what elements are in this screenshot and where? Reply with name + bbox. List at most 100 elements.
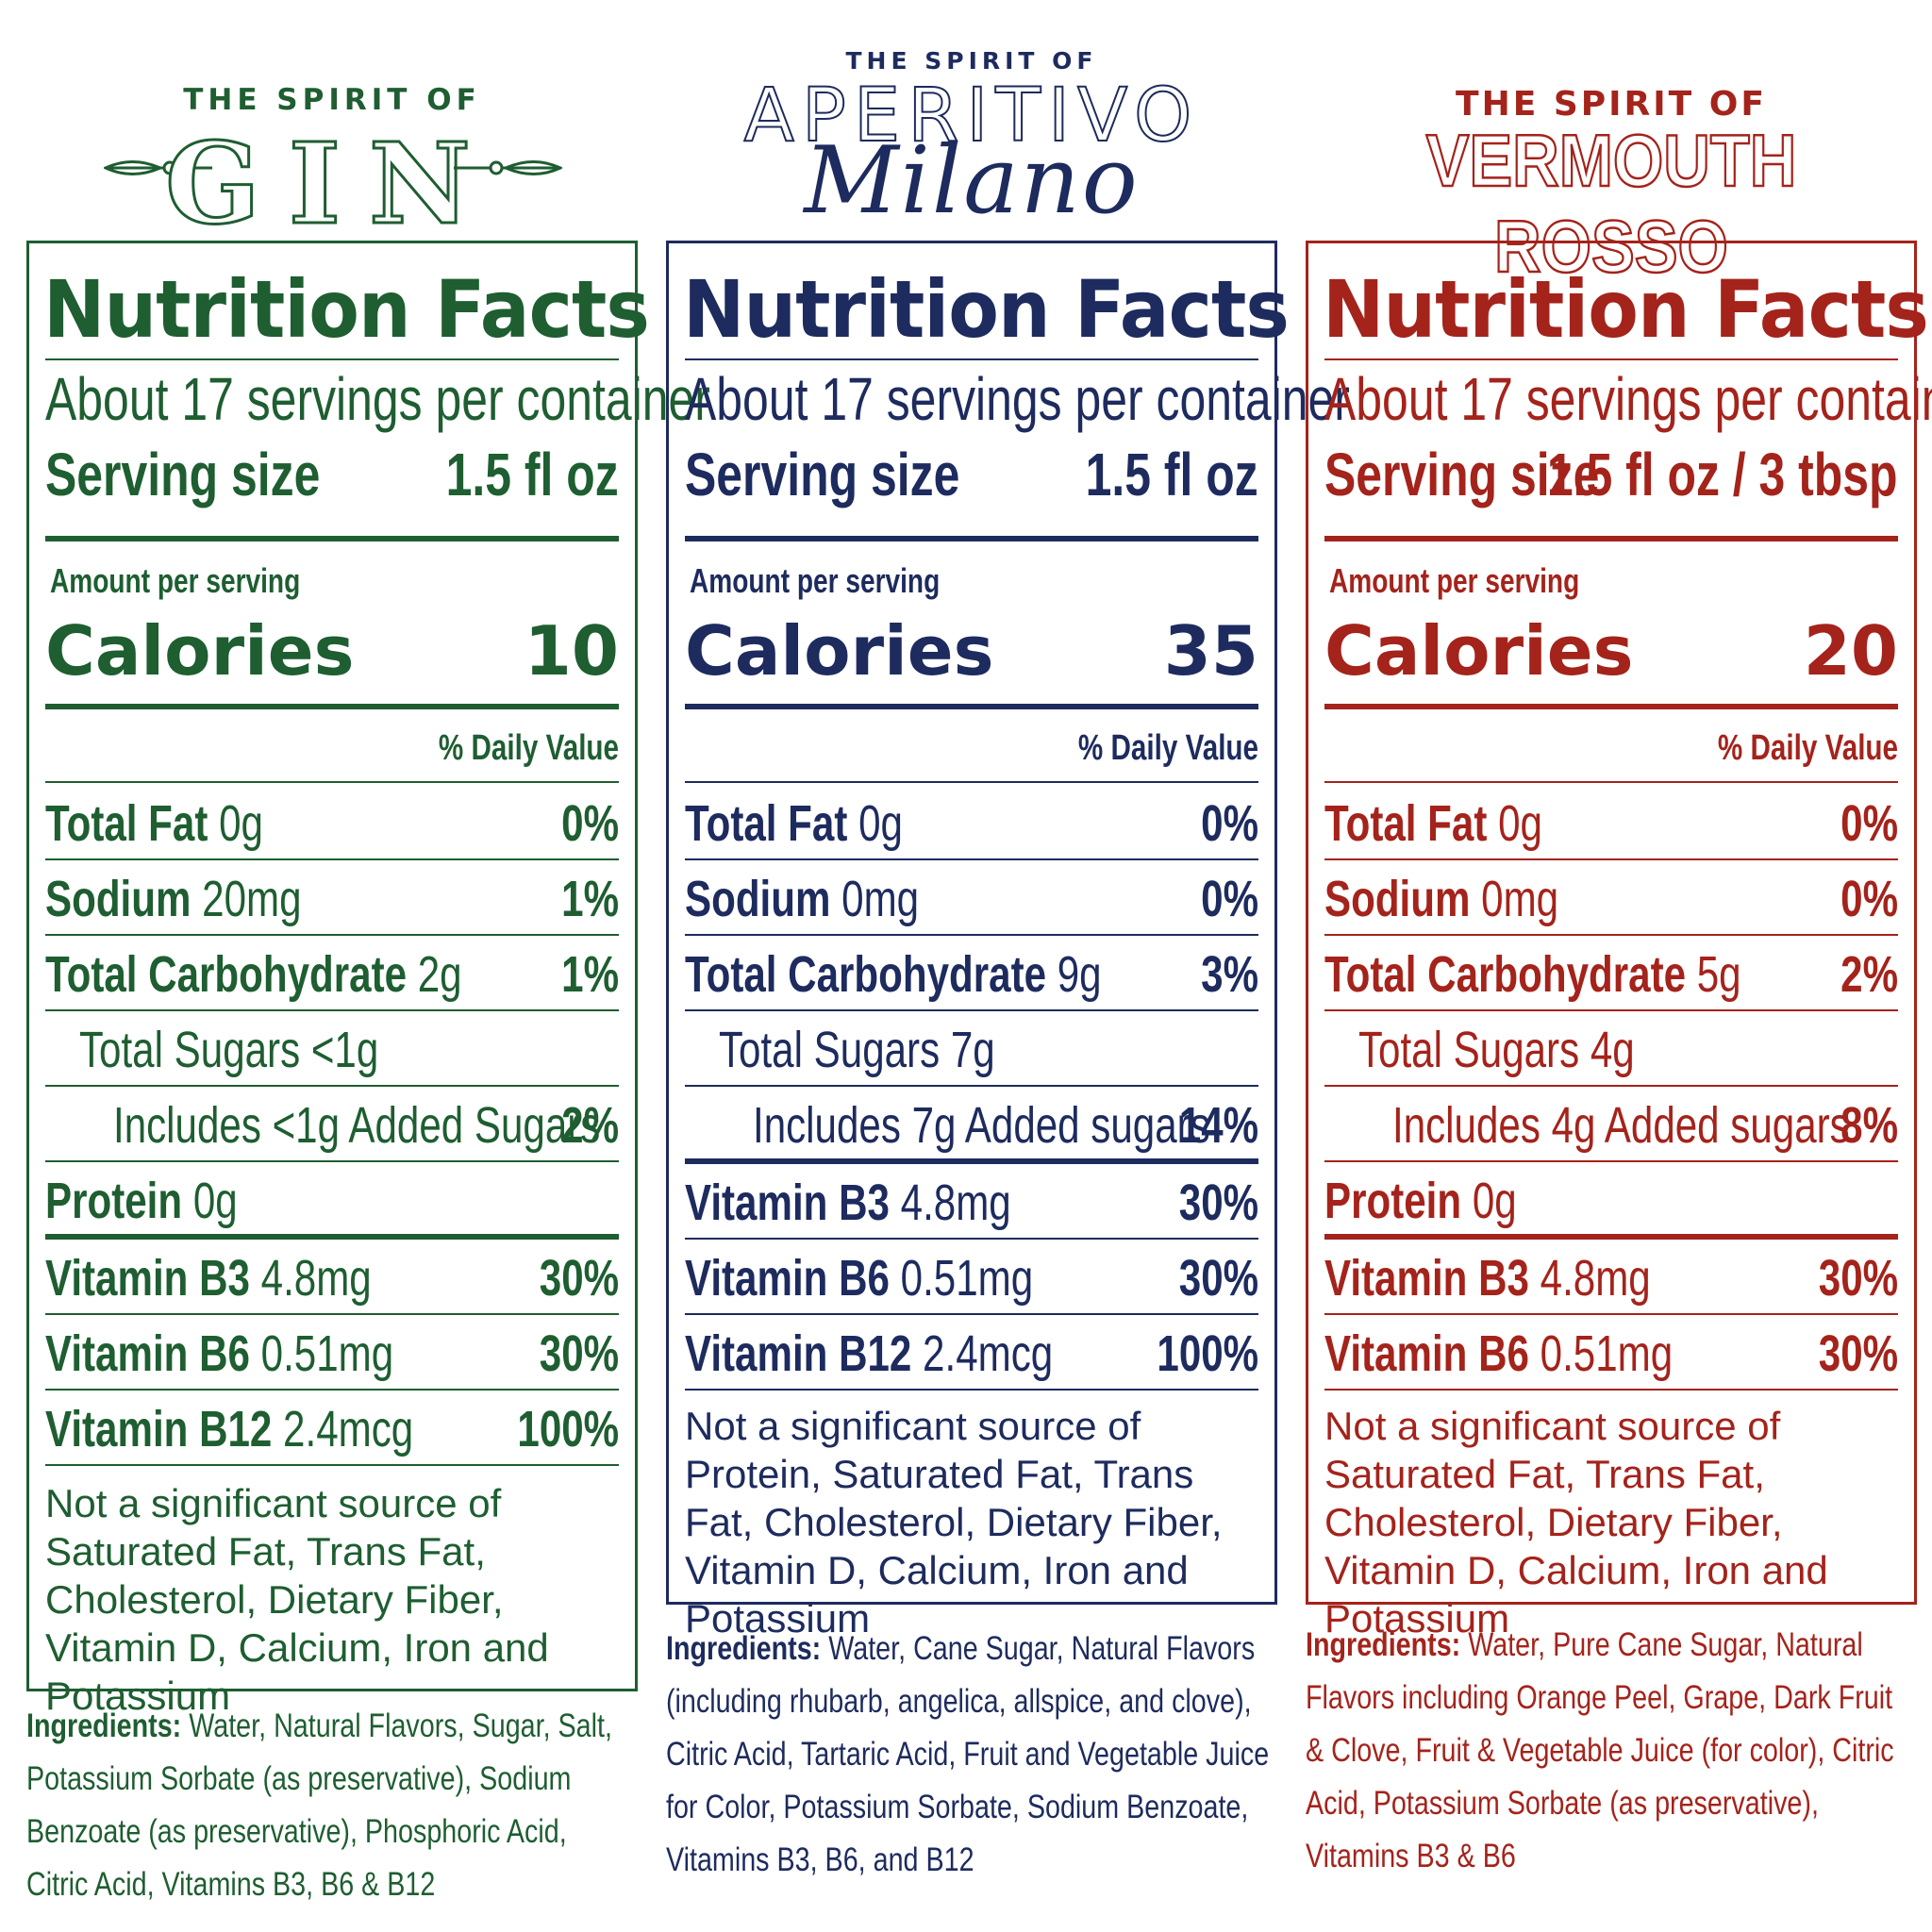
- nutrient-amount: 0.51mg: [1540, 1325, 1674, 1382]
- nutrient-name: Sodium: [1324, 871, 1471, 927]
- nutrient-amount: Total Sugars 4g: [1358, 1022, 1635, 1078]
- nutrient-row-sub: Total Sugars <1g: [45, 1009, 619, 1085]
- serving-size-label: Serving size: [685, 441, 960, 508]
- nutrient-amount: Includes 4g Added sugars: [1392, 1097, 1850, 1154]
- vermouth-column: THE SPIRIT OF VERMOUTH ROSSO Nutrition F…: [1306, 0, 1932, 1932]
- nutrient-daily-value: 100%: [1157, 1325, 1258, 1382]
- nutrient-name: Vitamin B3: [45, 1250, 250, 1307]
- divider: [45, 1234, 619, 1240]
- not-significant-note: Not a significant source of Saturated Fa…: [45, 1481, 549, 1718]
- divider: [685, 536, 1258, 541]
- nutrient-daily-value: 0%: [1840, 795, 1898, 852]
- divider: [1324, 934, 1898, 936]
- divider: [45, 1313, 619, 1315]
- nutrient-row: Vitamin B3 4.8mg 30%: [1324, 1238, 1898, 1313]
- not-significant-note: Not a significant source of Saturated Fa…: [1324, 1404, 1828, 1641]
- daily-value-header: % Daily Value: [438, 728, 619, 768]
- divider: [685, 781, 1258, 783]
- nutrient-name: Protein: [45, 1173, 183, 1229]
- divider: [1324, 781, 1898, 783]
- nutrient-name: Vitamin B3: [685, 1174, 890, 1231]
- nutrient-row: Total Carbohydrate 9g 3%: [685, 934, 1258, 1009]
- amount-per-serving: Amount per serving: [50, 561, 301, 600]
- aperitivo-column: THE SPIRIT OF APERITIVO Milano Nutrition…: [666, 0, 1350, 1932]
- gin-column: THE SPIRIT OF GIN Nutrition Facts About …: [26, 0, 710, 1932]
- nutrition-facts-title: Nutrition Facts: [683, 263, 1290, 356]
- ingredients-text: Water, Natural Flavors, Sugar, Salt, Pot…: [26, 1707, 612, 1903]
- calories-value: 10: [524, 611, 619, 691]
- divider: [45, 1464, 619, 1466]
- nutrient-amount: Total Sugars <1g: [79, 1022, 379, 1078]
- nutrient-name: Total Carbohydrate: [685, 946, 1047, 1003]
- divider: [45, 781, 619, 783]
- nutrient-amount: 0.51mg: [260, 1325, 394, 1382]
- nutrient-daily-value: 0%: [1840, 871, 1898, 927]
- ingredients-label: Ingredients:: [1306, 1626, 1461, 1663]
- gin-nutrition-panel: Nutrition Facts About 17 servings per co…: [26, 241, 710, 1718]
- servings-per-container: About 17 servings per container: [685, 365, 1350, 433]
- nutrient-row-sub: Includes 4g Added sugars 8%: [1324, 1085, 1898, 1160]
- nutrient-amount: 0.51mg: [900, 1250, 1034, 1307]
- nutrient-daily-value: 14%: [1178, 1097, 1258, 1154]
- aperitivo-ingredients: Ingredients: Water, Cane Sugar, Natural …: [666, 1623, 1270, 1887]
- divider: [685, 1389, 1258, 1391]
- nutrient-row: Sodium 0mg 0%: [1324, 858, 1898, 934]
- nutrient-amount: 2g: [417, 946, 462, 1003]
- nutrient-row: Sodium 0mg 0%: [685, 858, 1258, 934]
- nutrient-daily-value: 100%: [517, 1401, 619, 1457]
- divider: [45, 358, 619, 360]
- nutrient-daily-value: 2%: [561, 1097, 619, 1154]
- nutrient-daily-value: 30%: [1178, 1250, 1258, 1307]
- nutrient-amount: 0g: [219, 795, 263, 852]
- divider: [685, 934, 1258, 936]
- nutrient-daily-value: 0%: [561, 795, 619, 852]
- nutrient-row: Vitamin B3 4.8mg 30%: [685, 1162, 1258, 1238]
- vermouth-brand-top: THE SPIRIT OF: [1456, 85, 1767, 124]
- nutrient-amount: 2.4mcg: [283, 1401, 414, 1457]
- divider: [45, 1085, 619, 1087]
- calories-label: Calories: [1324, 611, 1634, 691]
- aperitivo-brand-top: THE SPIRIT OF: [845, 47, 1098, 75]
- divider: [1324, 1160, 1898, 1162]
- divider: [1324, 1389, 1898, 1391]
- nutrient-row: Vitamin B6 0.51mg 30%: [1324, 1313, 1898, 1389]
- aperitivo-brand-script: Milano: [804, 127, 1140, 235]
- nutrient-amount: 4.8mg: [900, 1174, 1011, 1231]
- nutrient-row: Vitamin B12 2.4mcg 100%: [685, 1313, 1258, 1389]
- gin-brand-top: THE SPIRIT OF: [183, 83, 481, 117]
- nutrient-name: Sodium: [45, 871, 192, 927]
- divider: [1324, 858, 1898, 860]
- vermouth-nutrition-panel: Nutrition Facts About 17 servings per co…: [1306, 241, 1932, 1641]
- serving-size-value: 1.5 fl oz: [445, 441, 619, 508]
- serving-size-label: Serving size: [45, 441, 321, 508]
- nutrient-daily-value: 1%: [561, 946, 619, 1003]
- aperitivo-brand-name: APERITIVO: [743, 73, 1200, 159]
- nutrient-daily-value: 0%: [1201, 871, 1258, 927]
- nutrient-name: Vitamin B6: [685, 1250, 890, 1307]
- divider: [1324, 1085, 1898, 1087]
- calories-value: 35: [1163, 611, 1258, 691]
- nutrient-name: Total Fat: [1324, 795, 1488, 852]
- vermouth-brand-logo: THE SPIRIT OF VERMOUTH ROSSO: [1306, 0, 1917, 289]
- divider: [685, 1009, 1258, 1011]
- nutrient-amount: 4.8mg: [1540, 1250, 1651, 1307]
- ingredients-label: Ingredients:: [26, 1707, 182, 1744]
- nutrition-facts-title: Nutrition Facts: [43, 263, 650, 356]
- nutrient-row: Total Fat 0g 0%: [45, 783, 619, 858]
- nutrient-name: Vitamin B6: [45, 1325, 250, 1382]
- nutrient-name: Total Fat: [45, 795, 208, 852]
- nutrient-daily-value: 30%: [539, 1325, 619, 1382]
- nutrient-amount: 4.8mg: [260, 1250, 372, 1307]
- nutrient-amount: 0g: [858, 795, 903, 852]
- gin-ingredients: Ingredients: Water, Natural Flavors, Sug…: [26, 1700, 630, 1911]
- aperitivo-brand-logo: THE SPIRIT OF APERITIVO Milano: [666, 0, 1277, 236]
- nutrient-row: Total Carbohydrate 2g 1%: [45, 934, 619, 1009]
- aperitivo-nutrition-panel: Nutrition Facts About 17 servings per co…: [666, 241, 1350, 1641]
- left-leaf-ornament-icon: [104, 160, 212, 175]
- amount-per-serving: Amount per serving: [690, 561, 941, 600]
- divider: [685, 358, 1258, 360]
- serving-size-value: 1.5 fl oz: [1085, 441, 1258, 508]
- divider: [45, 858, 619, 860]
- vermouth-ingredients: Ingredients: Water, Pure Cane Sugar, Nat…: [1306, 1619, 1909, 1883]
- divider: [685, 1158, 1258, 1164]
